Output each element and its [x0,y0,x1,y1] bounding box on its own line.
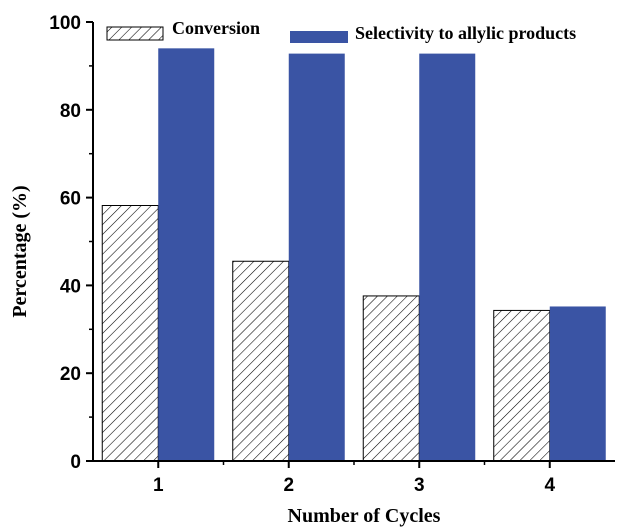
y-tick-label: 20 [60,364,81,385]
legend-swatch-selectivity [290,31,348,43]
y-axis-title: Percentage (%) [9,185,31,317]
x-tick-label: 3 [414,475,425,496]
y-tick-label: 80 [60,101,81,122]
bar-conversion-cycle-2 [232,260,290,462]
legend-swatch-conversion [106,26,164,41]
y-tick-label: 60 [60,189,81,210]
x-tick-label: 2 [283,475,294,496]
bar-selectivity-cycle-2 [288,53,345,461]
bars-group [101,48,606,462]
bar-selectivity-cycle-4 [549,306,606,461]
bar-conversion-cycle-4 [493,309,551,462]
y-tick-label: 0 [70,452,81,473]
x-tick-label: 4 [544,475,555,496]
bar-conversion-cycle-3 [362,295,420,462]
x-axis-title: Number of Cycles [288,505,441,527]
bar-selectivity-cycle-3 [419,53,476,461]
bar-conversion-cycle-1 [101,205,159,462]
legend: Conversion Selectivity to allylic produc… [106,18,576,43]
y-tick-label: 100 [49,13,81,34]
legend-label-conversion: Conversion [172,18,260,38]
x-tick-label: 1 [153,475,164,496]
legend-label-selectivity: Selectivity to allylic products [355,23,576,43]
y-tick-label: 40 [60,276,81,297]
bar-selectivity-cycle-1 [158,48,215,462]
